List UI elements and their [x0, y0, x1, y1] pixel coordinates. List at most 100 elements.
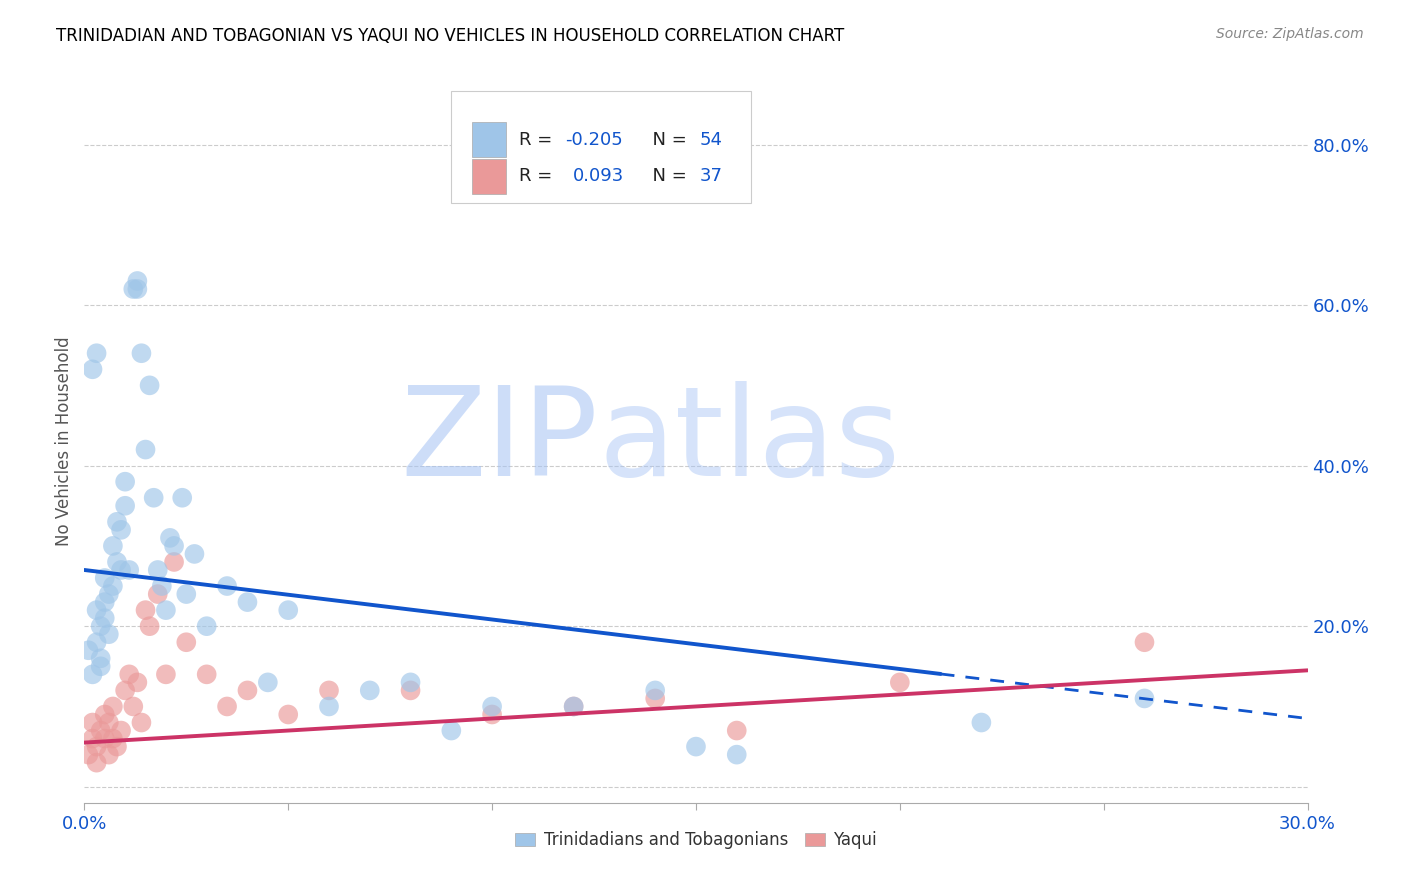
Text: 0.093: 0.093: [572, 168, 624, 186]
Point: [93, 595, 115, 609]
Point: [644, 683, 666, 698]
Text: R =: R =: [519, 168, 564, 186]
Text: N =: N =: [641, 131, 692, 149]
Point: [86, 346, 108, 360]
Point: [318, 699, 340, 714]
Point: [150, 579, 173, 593]
Point: [77, 643, 100, 657]
Point: [481, 707, 503, 722]
Point: [236, 683, 259, 698]
Y-axis label: No Vehicles in Household: No Vehicles in Household: [55, 336, 73, 547]
Point: [93, 731, 115, 746]
Text: R =: R =: [519, 131, 558, 149]
Point: [257, 675, 280, 690]
Point: [90, 651, 112, 665]
Point: [644, 691, 666, 706]
Point: [440, 723, 463, 738]
Point: [105, 515, 128, 529]
Point: [155, 667, 177, 681]
Point: [195, 667, 218, 681]
Point: [183, 547, 205, 561]
Point: [114, 683, 136, 698]
Point: [101, 731, 124, 746]
Text: TRINIDADIAN AND TOBAGONIAN VS YAQUI NO VEHICLES IN HOUSEHOLD CORRELATION CHART: TRINIDADIAN AND TOBAGONIAN VS YAQUI NO V…: [56, 27, 845, 45]
Point: [399, 675, 422, 690]
Point: [127, 675, 149, 690]
Point: [217, 699, 239, 714]
Point: [86, 739, 108, 754]
Point: [97, 715, 120, 730]
Point: [146, 563, 169, 577]
Point: [97, 587, 120, 601]
Point: [159, 531, 181, 545]
Point: [481, 699, 503, 714]
Point: [97, 627, 120, 641]
Point: [122, 282, 145, 296]
Point: [82, 667, 104, 681]
Point: [118, 667, 141, 681]
Point: [725, 723, 748, 738]
Point: [90, 659, 112, 673]
Text: N =: N =: [641, 168, 692, 186]
Point: [889, 675, 911, 690]
Point: [163, 555, 186, 569]
Point: [725, 747, 748, 762]
Point: [114, 475, 136, 489]
Point: [277, 707, 299, 722]
Point: [77, 747, 100, 762]
Point: [172, 491, 194, 505]
Bar: [472, 122, 506, 157]
Point: [399, 683, 422, 698]
Point: [101, 699, 124, 714]
Point: [236, 595, 259, 609]
Point: [217, 579, 239, 593]
Point: [195, 619, 218, 633]
Point: [97, 747, 120, 762]
Point: [318, 683, 340, 698]
Point: [135, 603, 157, 617]
Point: [131, 715, 153, 730]
Point: [562, 699, 585, 714]
Point: [93, 571, 115, 585]
Point: [93, 611, 115, 625]
Point: [138, 378, 160, 392]
Point: [114, 499, 136, 513]
Point: [90, 723, 112, 738]
Point: [1133, 635, 1156, 649]
Bar: [472, 159, 506, 194]
Point: [685, 739, 707, 754]
Point: [163, 539, 186, 553]
FancyBboxPatch shape: [451, 91, 751, 203]
Point: [82, 362, 104, 376]
Text: 37: 37: [700, 168, 723, 186]
Point: [101, 539, 124, 553]
Point: [110, 723, 132, 738]
Legend: Trinidadians and Tobagonians, Yaqui: Trinidadians and Tobagonians, Yaqui: [509, 824, 883, 856]
Point: [110, 563, 132, 577]
Text: ZIP: ZIP: [401, 381, 598, 502]
Text: -0.205: -0.205: [565, 131, 623, 149]
Point: [118, 563, 141, 577]
Point: [142, 491, 165, 505]
Point: [135, 442, 157, 457]
Point: [90, 619, 112, 633]
Text: atlas: atlas: [598, 381, 900, 502]
Point: [93, 707, 115, 722]
Point: [86, 635, 108, 649]
Point: [122, 699, 145, 714]
Point: [146, 587, 169, 601]
Point: [82, 731, 104, 746]
Point: [277, 603, 299, 617]
Point: [110, 523, 132, 537]
Point: [970, 715, 993, 730]
Point: [359, 683, 381, 698]
Text: Source: ZipAtlas.com: Source: ZipAtlas.com: [1216, 27, 1364, 41]
Point: [131, 346, 153, 360]
Point: [86, 603, 108, 617]
Point: [174, 635, 197, 649]
Point: [86, 756, 108, 770]
Point: [127, 282, 149, 296]
Point: [1133, 691, 1156, 706]
Point: [101, 579, 124, 593]
Point: [105, 555, 128, 569]
